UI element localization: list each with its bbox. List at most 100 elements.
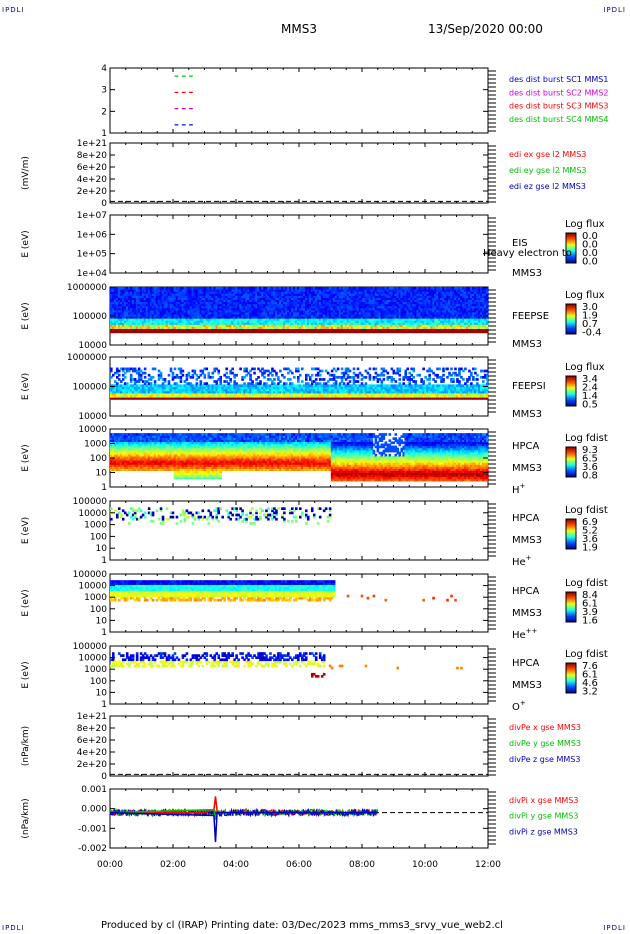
spectrogram-cell: [432, 293, 435, 296]
spectrogram-cell: [213, 316, 217, 319]
spectrogram-cell: [110, 297, 113, 301]
spectrogram-cell: [253, 307, 256, 311]
spectrogram-cell: [131, 295, 135, 298]
spectrogram-cell: [386, 320, 390, 323]
legend-entry: des dist burst SC3 MMS3: [509, 102, 608, 111]
spectrogram-cell: [269, 297, 272, 301]
spectrogram-cell: [247, 301, 250, 305]
spectrogram-cell: [143, 303, 147, 307]
spectrogram-cell: [201, 330, 205, 334]
spectrogram-cell: [476, 297, 479, 301]
spectrogram-cell: [308, 322, 312, 325]
spectrogram-cell: [275, 301, 278, 305]
spectrogram-cell: [157, 311, 161, 315]
spectrogram-cell: [193, 309, 197, 313]
spectrogram-cell: [209, 324, 213, 327]
spectrogram-cell: [454, 328, 457, 332]
spectrogram-cell: [450, 297, 453, 301]
spectrogram-cell: [370, 322, 374, 325]
spectrogram-cell: [420, 324, 423, 327]
spectrogram-cell: [219, 330, 223, 334]
spectrogram-cell: [233, 313, 236, 317]
spectrogram-cell: [241, 313, 244, 317]
spectrogram-cell: [245, 316, 248, 319]
spectrogram-cell: [295, 291, 298, 294]
spectrogram-cell: [326, 299, 330, 303]
spectrogram-cell: [185, 382, 189, 385]
spectrogram-cell: [322, 293, 326, 296]
spectrogram-cell: [187, 318, 191, 321]
spectrogram-cell: [352, 318, 356, 321]
spectrogram-cell: [127, 307, 131, 311]
spectrogram-cell: [199, 316, 203, 319]
spectrogram-cell: [396, 297, 400, 301]
spectrogram-cell: [318, 297, 322, 301]
spectrogram-cell: [127, 322, 131, 325]
spectrogram-cell: [193, 322, 197, 325]
spectrogram-cell: [299, 287, 302, 290]
spectrogram-cell: [338, 324, 342, 327]
spectrogram-cell: [478, 324, 481, 327]
legend-entry: des dist burst SC4 MMS4: [509, 115, 608, 124]
spectrogram-cell: [392, 311, 396, 315]
spectrogram-cell: [328, 324, 332, 327]
spectrogram-cell: [468, 295, 471, 298]
spectrogram-cell: [185, 378, 189, 381]
spectrogram-cell: [113, 313, 117, 317]
spectrogram-cell: [110, 367, 113, 371]
spectrogram-cell: [306, 326, 310, 330]
spectrogram-cell: [370, 299, 374, 303]
spectrogram-cell: [195, 287, 199, 290]
spectrogram-cell: [187, 295, 191, 298]
spectrogram-cell: [400, 303, 404, 307]
spectrogram-cell: [474, 305, 477, 309]
spectrogram-cell: [215, 311, 219, 315]
spectrogram-cell: [215, 316, 219, 319]
spectrogram-cell: [125, 320, 129, 323]
spectrogram-cell: [320, 307, 324, 311]
spectrogram-cell: [346, 328, 350, 332]
spectrogram-cell: [245, 287, 248, 290]
spectrogram-cell: [129, 392, 133, 396]
spectrogram-cell: [197, 328, 201, 332]
spectrogram-cell: [318, 311, 322, 315]
y-axis-label: E (eV): [21, 230, 31, 257]
spectrogram-cell: [251, 295, 254, 298]
spectrogram-cell: [275, 316, 278, 319]
spectrogram-cell: [209, 311, 213, 315]
spectrogram-cell: [113, 371, 117, 375]
spectrogram-cell: [113, 316, 117, 319]
spectrogram-cell: [340, 311, 344, 315]
spectrogram-cell: [362, 287, 366, 290]
spectrogram-cell: [336, 311, 340, 315]
spectrogram-cell: [227, 293, 230, 296]
spectrogram-cell: [378, 303, 382, 307]
spectrogram-cell: [147, 394, 151, 398]
spectrogram-cell: [438, 305, 441, 309]
spectrogram-cell: [259, 295, 262, 298]
spectrogram-cell: [197, 330, 201, 334]
spectrogram-cell: [460, 299, 463, 303]
spectrogram-cell: [145, 313, 149, 317]
spectrogram-cell: [133, 303, 137, 307]
spectrogram-cell: [151, 303, 155, 307]
spectrogram-cell: [117, 307, 121, 311]
spectrogram-cell: [293, 318, 296, 321]
spectrogram-cell: [115, 322, 119, 325]
spectrogram-cell: [362, 309, 366, 313]
spectrogram-cell: [207, 303, 211, 307]
spectrogram-cell: [197, 320, 201, 323]
spectrogram-cell: [205, 322, 209, 325]
spectrogram-cell: [326, 320, 330, 323]
spectrogram-cell: [340, 289, 344, 292]
spectrogram-cell: [227, 311, 230, 315]
spectrogram-cell: [115, 388, 119, 392]
spectrogram-cell: [251, 328, 254, 332]
spectrogram-cell: [314, 295, 318, 298]
spectrogram-cell: [145, 384, 149, 388]
spectrogram-cell: [350, 326, 354, 330]
spectrogram-cell: [474, 309, 477, 313]
spectrogram-cell: [275, 326, 278, 330]
spectrogram-cell: [382, 316, 386, 319]
